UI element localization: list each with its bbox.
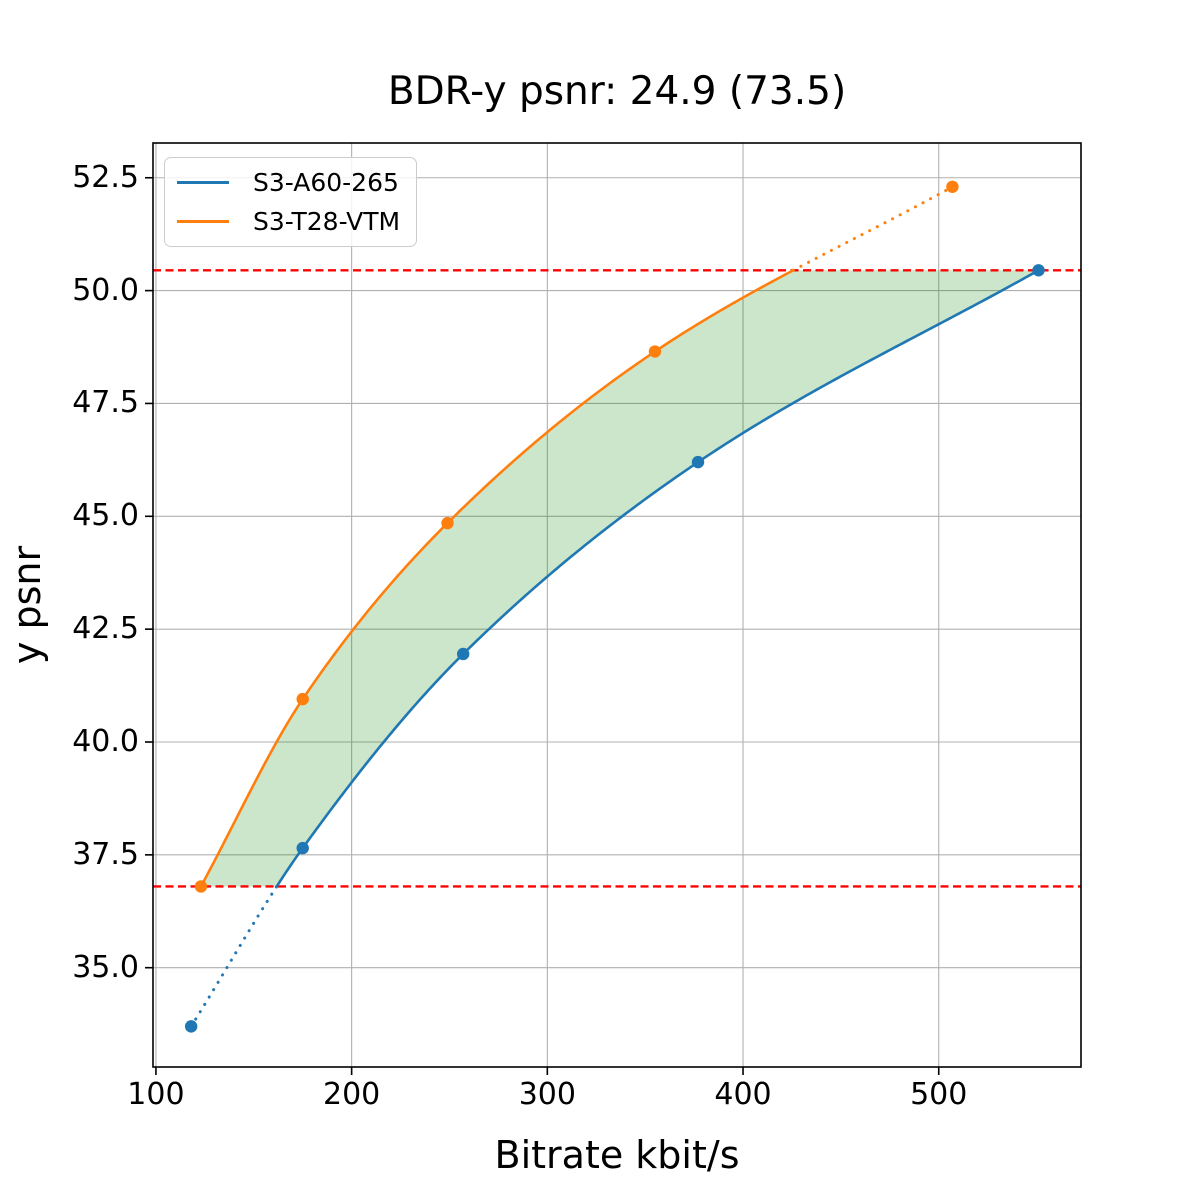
x-axis-label: Bitrate kbit/s — [494, 1133, 740, 1177]
series1-marker — [1032, 264, 1045, 277]
axes-box — [152, 142, 1082, 1068]
y-tick-label: 37.5 — [72, 836, 139, 872]
x-tick-label: 500 — [910, 1077, 968, 1112]
y-tick-label: 50.0 — [72, 272, 139, 308]
series2-marker — [648, 345, 662, 358]
x-tick-label: 400 — [714, 1077, 772, 1112]
legend-label-1: S3-A60-265 — [253, 168, 399, 197]
x-tick-label: 100 — [127, 1077, 185, 1112]
series2-dotted-curve — [791, 185, 954, 272]
legend-label-2: S3-T28-VTM — [253, 207, 401, 236]
chart-title: BDR-y psnr: 24.9 (73.5) — [387, 69, 847, 114]
series1-marker — [296, 841, 309, 855]
series2-marker — [946, 180, 959, 193]
y-tick-label: 47.5 — [72, 385, 139, 421]
y-tick-label: 42.5 — [72, 611, 139, 647]
series1-curve — [275, 269, 1040, 888]
legend-item-1: S3-A60-265 — [177, 166, 400, 199]
x-tick-label: 200 — [322, 1077, 381, 1112]
legend: S3-A60-265 S3-T28-VTM — [164, 157, 418, 247]
series1-dotted-curve — [189, 884, 279, 1028]
plot-area: S3-A60-265 S3-T28-VTM — [145, 142, 1082, 1075]
y-tick-label: 52.5 — [72, 159, 139, 195]
series2-marker — [296, 692, 309, 706]
series2-marker — [194, 880, 208, 893]
y-axis-label: y psnr — [5, 545, 49, 665]
x-tick-label: 300 — [518, 1077, 576, 1112]
series2-marker — [441, 516, 454, 530]
series1-marker — [456, 647, 470, 661]
legend-item-2: S3-T28-VTM — [177, 205, 400, 238]
y-tick-label: 40.0 — [72, 723, 139, 759]
plot-canvas — [145, 142, 1082, 1075]
y-tick-label: 45.0 — [72, 498, 139, 534]
y-tick-label: 35.0 — [72, 949, 139, 985]
bd-rate-shaded-area — [200, 270, 1039, 887]
legend-line-sample-1 — [177, 181, 229, 184]
legend-line-sample-2 — [177, 220, 229, 223]
series1-marker — [184, 1020, 198, 1033]
series1-marker — [691, 455, 705, 469]
